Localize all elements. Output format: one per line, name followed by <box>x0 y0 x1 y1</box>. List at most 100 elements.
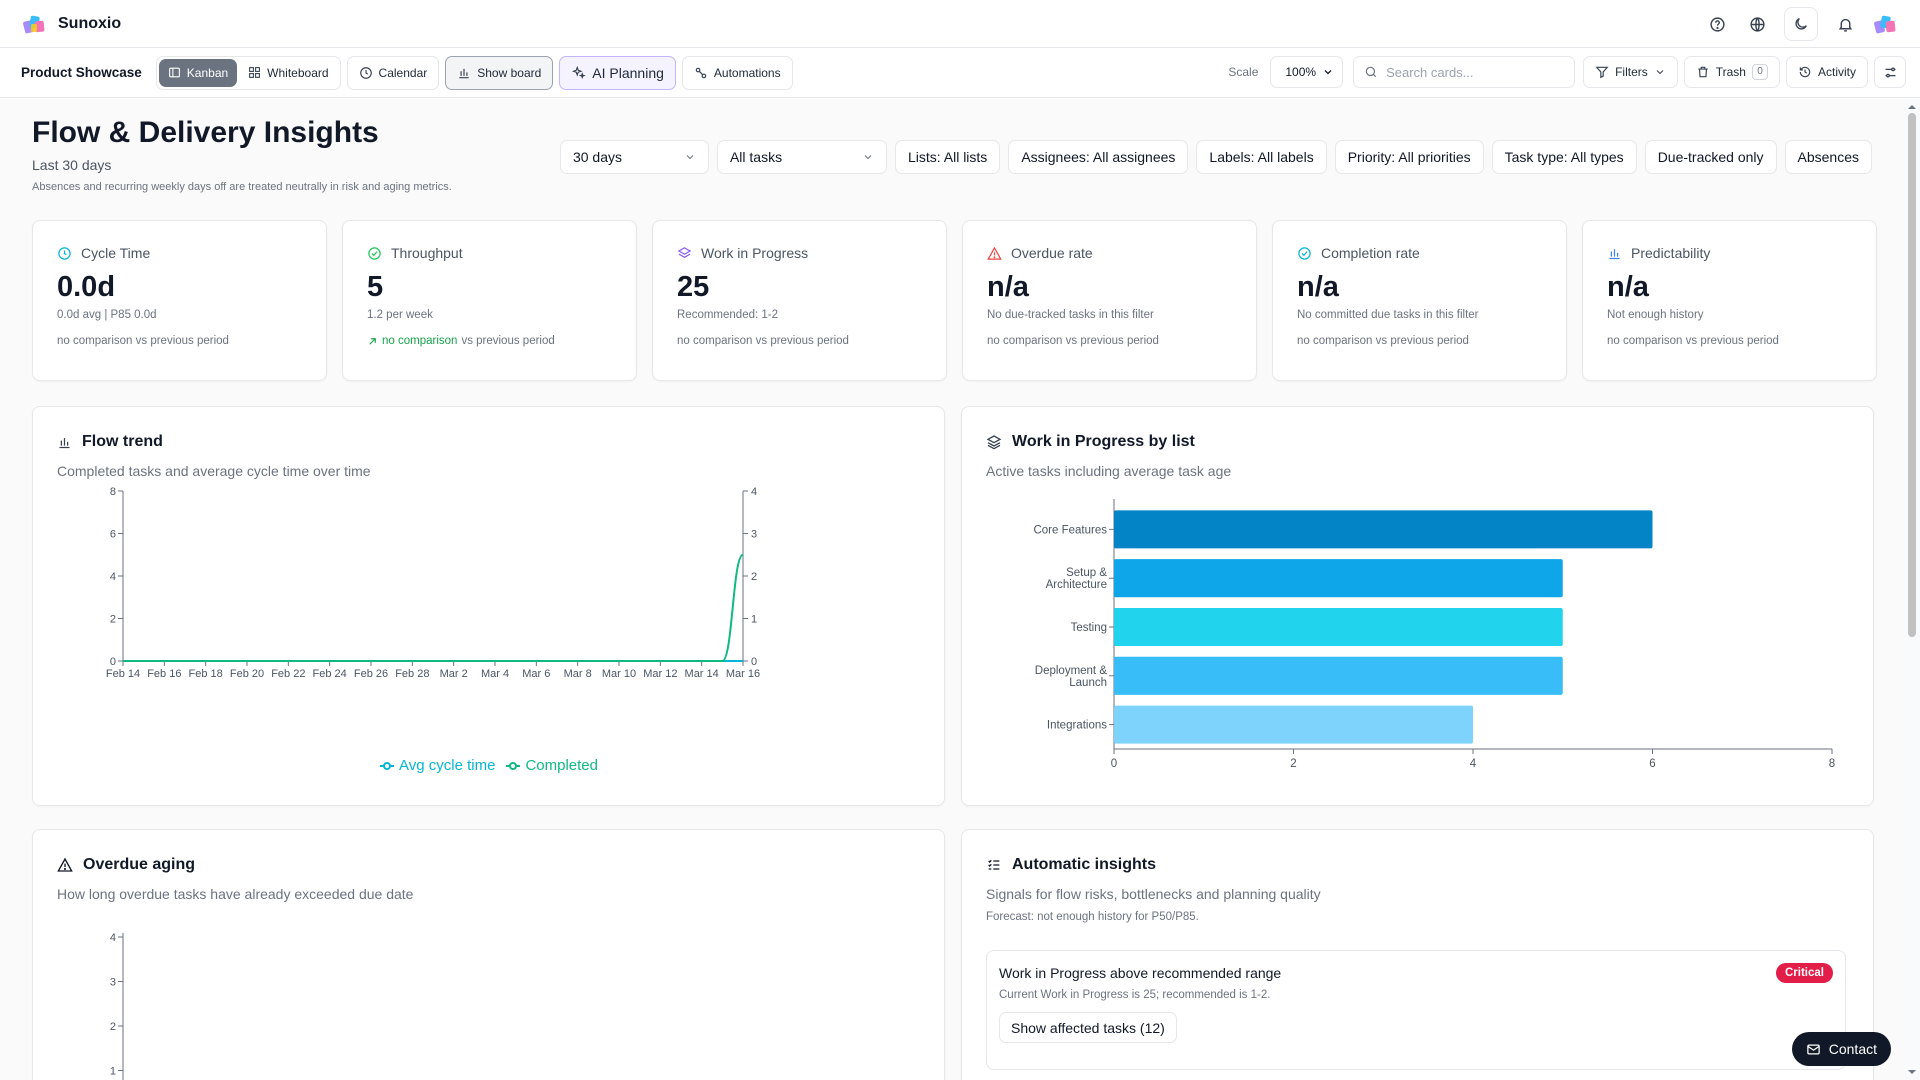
board-toolbar: Product Showcase Kanban Whiteboard Calen… <box>0 48 1920 98</box>
contact-button[interactable]: Contact <box>1791 1032 1891 1066</box>
help-icon[interactable] <box>1704 11 1730 37</box>
legend-item-completed[interactable]: Completed <box>505 757 598 774</box>
page-title: Flow & Delivery Insights <box>32 116 379 149</box>
category-label-line: Testing <box>1071 622 1107 634</box>
automations-label: Automations <box>713 65 781 80</box>
x-tick-label: Feb 28 <box>395 668 429 680</box>
y-tick-label-left: 4 <box>110 571 116 583</box>
calendar-button[interactable]: Calendar <box>346 55 440 90</box>
category-label: Integrations <box>1047 720 1107 732</box>
x-tick-label: Mar 6 <box>522 668 550 680</box>
brand[interactable]: Sunoxio <box>22 13 121 35</box>
dark-mode-icon[interactable] <box>1784 7 1818 41</box>
insight-card: Work in Progress above recommended range… <box>986 950 1846 1070</box>
kanban-view-button[interactable]: Kanban <box>158 58 238 87</box>
wip-by-list-panel: Work in Progress by list Active tasks in… <box>961 406 1874 806</box>
x-tick-label: 0 <box>1111 758 1117 770</box>
panel-title: Overdue aging <box>83 856 196 873</box>
severity-badge: Critical <box>1776 963 1833 983</box>
scroll-down-icon[interactable] <box>1904 1067 1920 1077</box>
warning-icon <box>987 246 1002 260</box>
line-marker-icon <box>380 761 394 770</box>
bell-icon[interactable] <box>1832 11 1858 37</box>
scroll-thumb[interactable] <box>1908 113 1916 637</box>
metric-comparison-text: no comparison vs previous period <box>1297 335 1469 347</box>
y-tick-label-left: 2 <box>110 614 116 626</box>
task-type-filter[interactable]: Task type: All types <box>1491 140 1637 174</box>
automations-button[interactable]: Automations <box>681 55 793 90</box>
avatar[interactable] <box>1872 11 1898 37</box>
metric-sub: 0.0d avg | P85 0.0d <box>57 309 157 321</box>
x-tick-label: Feb 18 <box>189 668 223 680</box>
metric-comparison: no comparison vs previous period <box>1297 335 1542 347</box>
wip-bar-chart: Core Features Setup & Architecture Testing D… <box>1033 499 1835 770</box>
x-tick-label: 6 <box>1649 758 1655 770</box>
check-circle-icon <box>368 246 381 260</box>
lists-filter[interactable]: Lists: All lists <box>894 140 1001 174</box>
metric-card-wip: Work in Progress 25 Recommended: 1-2 no … <box>652 220 947 381</box>
assignees-filter[interactable]: Assignees: All assignees <box>1008 140 1189 174</box>
metric-value: n/a <box>987 271 1029 303</box>
activity-button[interactable]: Activity <box>1785 56 1868 88</box>
calendar-label: Calendar <box>378 65 428 80</box>
metric-comparison-lead: no comparison <box>382 335 458 347</box>
metric-comparison: no comparison vs previous period <box>1607 335 1852 347</box>
metric-card-cycle-time: Cycle Time 0.0d 0.0d avg | P85 0.0d no c… <box>32 220 327 381</box>
workflow-icon <box>695 67 707 78</box>
metric-value: n/a <box>1607 271 1649 303</box>
trash-button[interactable]: Trash 0 <box>1683 56 1780 88</box>
x-tick-label: Mar 14 <box>685 668 719 680</box>
page-scrollbar[interactable] <box>1904 99 1920 1080</box>
metric-comparison-text: no comparison vs previous period <box>57 335 229 347</box>
chevron-down-icon <box>864 155 872 160</box>
metric-comparison-text: no comparison vs previous period <box>987 335 1159 347</box>
show-affected-tasks-button[interactable]: Show affected tasks (12) <box>999 1012 1177 1043</box>
scope-select[interactable]: All tasks <box>716 140 887 174</box>
sparkles-icon <box>572 65 587 80</box>
absences-toggle[interactable]: Absences <box>1784 140 1872 174</box>
settings-button[interactable] <box>1874 56 1906 88</box>
labels-filter[interactable]: Labels: All labels <box>1196 140 1327 174</box>
clock-icon <box>359 66 372 79</box>
due-tracked-toggle[interactable]: Due-tracked only <box>1644 140 1777 174</box>
scroll-up-icon[interactable] <box>1904 102 1920 112</box>
filter-icon <box>1595 66 1609 79</box>
globe-icon[interactable] <box>1744 11 1770 37</box>
chevron-down-icon <box>686 155 694 160</box>
y-tick-label-right: 4 <box>751 486 757 498</box>
logo-icon <box>23 15 45 33</box>
filters-label: Filters <box>1615 65 1648 79</box>
period-select[interactable]: 30 days <box>559 140 709 174</box>
legend-label: Completed <box>525 757 598 774</box>
layers-icon <box>986 435 1002 450</box>
metric-cards: Cycle Time 0.0d 0.0d avg | P85 0.0d no c… <box>32 220 1877 381</box>
show-board-button[interactable]: Show board <box>445 55 554 90</box>
filter-bar: 30 days All tasks Lists: All lists Assig… <box>559 140 1872 174</box>
trash-icon <box>1698 66 1708 78</box>
scale-select[interactable]: 100% <box>1270 56 1344 88</box>
trash-label: Trash <box>1715 65 1746 79</box>
y-tick-label: 4 <box>110 932 116 944</box>
whiteboard-view-button[interactable]: Whiteboard <box>239 58 338 87</box>
x-tick-label: Feb 26 <box>354 668 388 680</box>
search-input[interactable] <box>1386 64 1557 80</box>
y-tick-label-left: 0 <box>110 656 116 668</box>
metric-value: n/a <box>1297 271 1339 303</box>
y-tick-label: 3 <box>110 977 116 989</box>
priority-filter[interactable]: Priority: All priorities <box>1334 140 1484 174</box>
series-line-completed <box>123 553 744 662</box>
ai-planning-button[interactable]: AI Planning <box>559 55 676 90</box>
legend-item-avg-cycle-time[interactable]: Avg cycle time <box>379 757 495 774</box>
filters-button[interactable]: Filters <box>1583 56 1678 88</box>
x-tick-label: Feb 22 <box>271 668 305 680</box>
top-bar: Sunoxio <box>0 0 1920 48</box>
metric-title: Work in Progress <box>701 245 809 261</box>
y-tick-label-right: 3 <box>751 529 757 541</box>
layers-icon <box>677 246 692 258</box>
y-tick-label-right: 1 <box>751 614 757 626</box>
metric-card-throughput: Throughput 5 1.2 per week no comparison … <box>342 220 637 381</box>
metric-title: Predictability <box>1631 245 1711 261</box>
panel-title: Automatic insights <box>1012 856 1157 873</box>
project-name: Product Showcase <box>21 65 142 80</box>
y-tick-label-left: 6 <box>110 529 116 541</box>
